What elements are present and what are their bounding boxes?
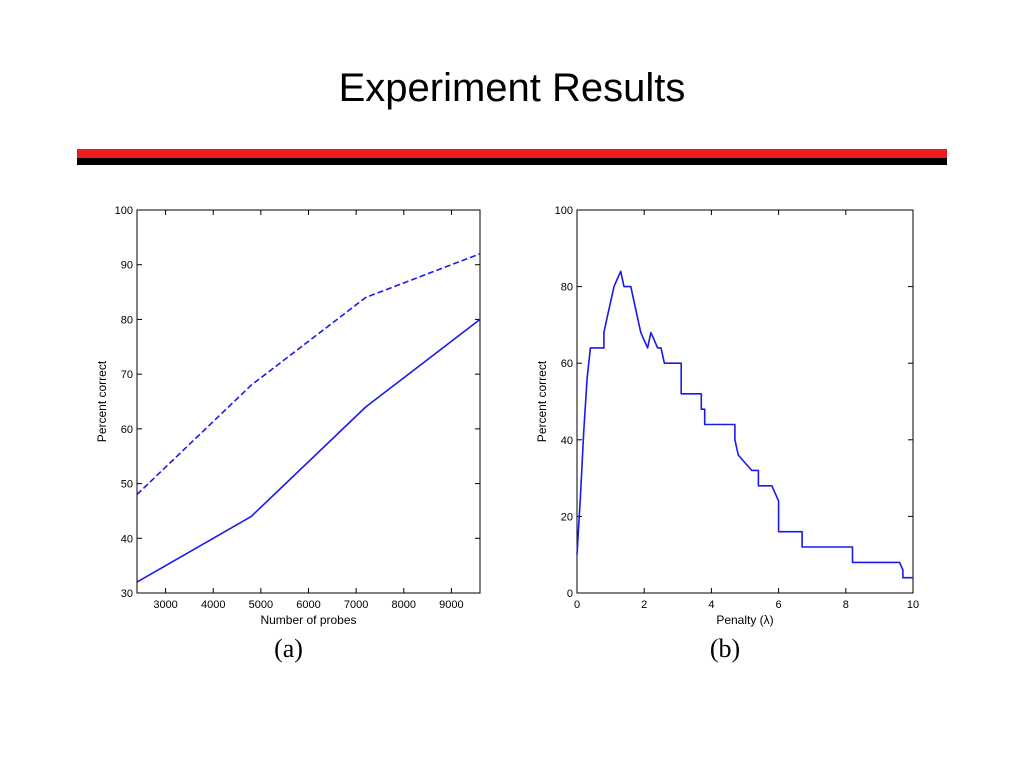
series-line-dashed-0 — [136, 253, 481, 496]
y-tick-label: 30 — [121, 588, 133, 600]
y-tick-label: 40 — [121, 533, 133, 545]
title-rule-black — [77, 158, 947, 165]
x-tick-label: 8000 — [392, 599, 416, 611]
x-tick-label: 2 — [641, 599, 647, 611]
x-tick-label: 3000 — [153, 599, 177, 611]
x-tick-label: 0 — [574, 599, 580, 611]
y-tick-label: 80 — [561, 282, 573, 294]
y-tick-label: 20 — [561, 511, 573, 523]
x-tick-label: 6 — [776, 599, 782, 611]
x-tick-label: 10 — [907, 599, 919, 611]
y-axis-label: Percent correct — [95, 360, 109, 442]
x-tick-label: 4 — [708, 599, 714, 611]
y-tick-label: 70 — [121, 369, 133, 381]
x-axis-label: Penalty (λ) — [716, 613, 773, 627]
series-line-solid-1 — [136, 318, 481, 583]
panel-caption: (a) — [274, 634, 303, 663]
x-axis-label: Number of probes — [260, 613, 356, 627]
panel-caption: (b) — [710, 634, 740, 663]
x-tick-label: 7000 — [344, 599, 368, 611]
y-tick-label: 50 — [121, 479, 133, 491]
y-tick-label: 100 — [115, 205, 133, 217]
y-tick-label: 60 — [121, 424, 133, 436]
x-tick-label: 5000 — [249, 599, 273, 611]
series-line-solid-0 — [576, 270, 913, 579]
x-tick-label: 4000 — [201, 599, 225, 611]
x-tick-label: 6000 — [296, 599, 320, 611]
y-tick-label: 0 — [567, 588, 573, 600]
y-tick-label: 100 — [555, 205, 573, 217]
y-axis-label: Percent correct — [535, 360, 549, 442]
y-tick-label: 80 — [121, 314, 133, 326]
plot-frame — [136, 209, 481, 594]
x-tick-label: 9000 — [439, 599, 463, 611]
y-tick-label: 90 — [121, 260, 133, 272]
slide-title: Experiment Results — [338, 66, 686, 110]
title-rule-red — [77, 149, 947, 158]
plot-frame — [576, 209, 914, 594]
y-tick-label: 60 — [561, 358, 573, 370]
x-tick-label: 8 — [843, 599, 849, 611]
y-tick-label: 40 — [561, 435, 573, 447]
